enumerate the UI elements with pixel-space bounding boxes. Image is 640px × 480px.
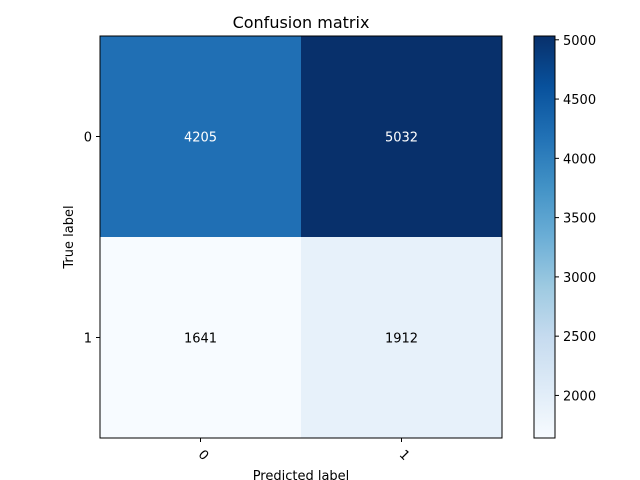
x-axis-label: Predicted label xyxy=(253,469,350,480)
y-tick-label: 0 xyxy=(84,131,92,146)
colorbar-tick-label: 3000 xyxy=(563,271,596,286)
y-tick-label: 1 xyxy=(84,332,92,347)
colorbar-tick-label: 4000 xyxy=(563,152,596,167)
colorbar-tick-label: 3500 xyxy=(563,212,596,227)
heatmap-cell xyxy=(100,36,301,237)
x-tick-label: 0 xyxy=(195,447,211,463)
y-axis-label: True label xyxy=(62,205,77,269)
colorbar xyxy=(533,35,556,439)
heatmap-cells: 4205 5032 1641 1912 xyxy=(100,36,502,438)
colorbar-tick-label: 2000 xyxy=(563,389,596,404)
colorbar-ticks: 2000 2500 3000 3500 4000 4500 5000 xyxy=(555,34,596,404)
y-axis-ticks: 01 xyxy=(84,131,100,347)
x-tick-label: 1 xyxy=(396,447,412,463)
heatmap-cell xyxy=(301,237,502,438)
colorbar-tick-label: 2500 xyxy=(563,330,596,345)
chart-title: Confusion matrix xyxy=(233,13,370,32)
cell-value-label: 4205 xyxy=(184,131,217,146)
plot-frame xyxy=(99,35,503,439)
heatmap-cell xyxy=(100,237,301,438)
heatmap-cell xyxy=(301,36,502,237)
cell-value-label: 1641 xyxy=(184,332,217,347)
colorbar-tick-label: 5000 xyxy=(563,34,596,49)
cell-value-label: 1912 xyxy=(385,332,418,347)
colorbar-tick-label: 4500 xyxy=(563,93,596,108)
cell-value-label: 5032 xyxy=(385,131,418,146)
